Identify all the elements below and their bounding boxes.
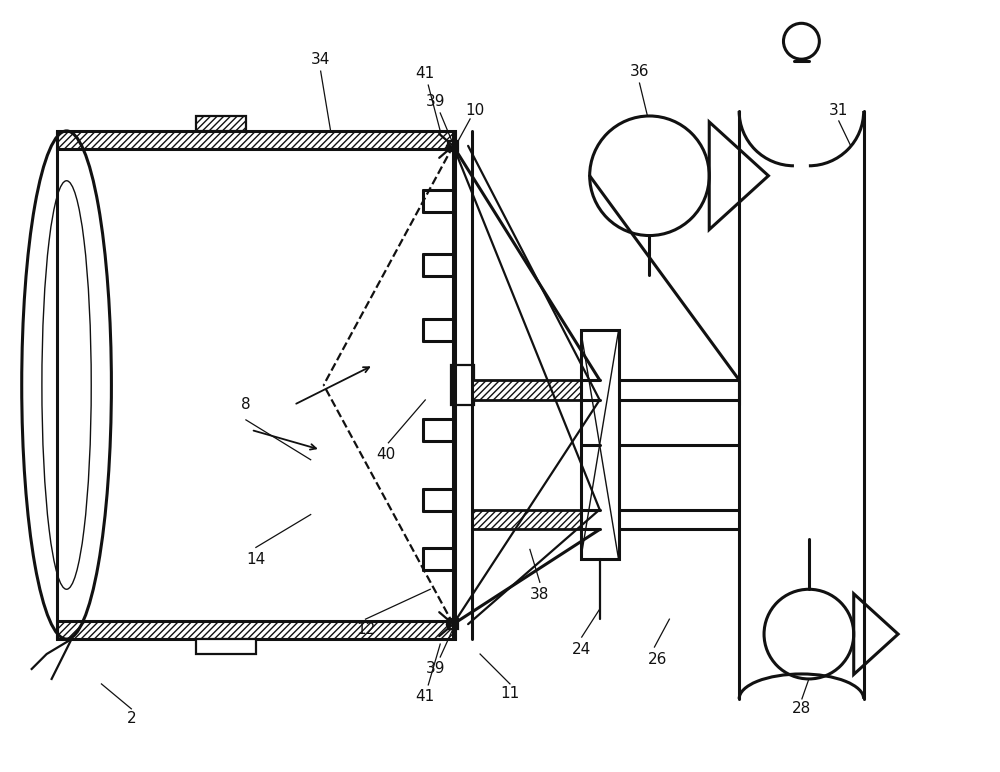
Polygon shape <box>57 131 455 149</box>
Polygon shape <box>196 116 246 131</box>
Text: 34: 34 <box>311 52 330 66</box>
Text: 14: 14 <box>246 552 266 567</box>
Text: 31: 31 <box>829 103 848 118</box>
Text: 40: 40 <box>376 447 395 462</box>
Text: 11: 11 <box>500 686 520 702</box>
Bar <box>448 619 458 629</box>
Text: 24: 24 <box>572 642 591 656</box>
Bar <box>451 365 474 405</box>
Text: 38: 38 <box>530 587 550 601</box>
Text: 39: 39 <box>425 93 445 109</box>
Text: 36: 36 <box>630 63 649 79</box>
Bar <box>448 141 458 151</box>
Text: 26: 26 <box>648 652 667 666</box>
Polygon shape <box>472 510 600 530</box>
Text: 12: 12 <box>356 621 375 637</box>
Text: 2: 2 <box>127 711 136 726</box>
Text: 41: 41 <box>416 66 435 80</box>
Polygon shape <box>472 380 600 400</box>
Bar <box>581 330 619 560</box>
Text: 41: 41 <box>416 689 435 704</box>
Text: 10: 10 <box>465 103 485 118</box>
Text: 28: 28 <box>792 701 812 716</box>
Bar <box>196 639 256 654</box>
Text: 8: 8 <box>241 398 251 412</box>
Text: 39: 39 <box>425 662 445 676</box>
Polygon shape <box>57 621 455 639</box>
